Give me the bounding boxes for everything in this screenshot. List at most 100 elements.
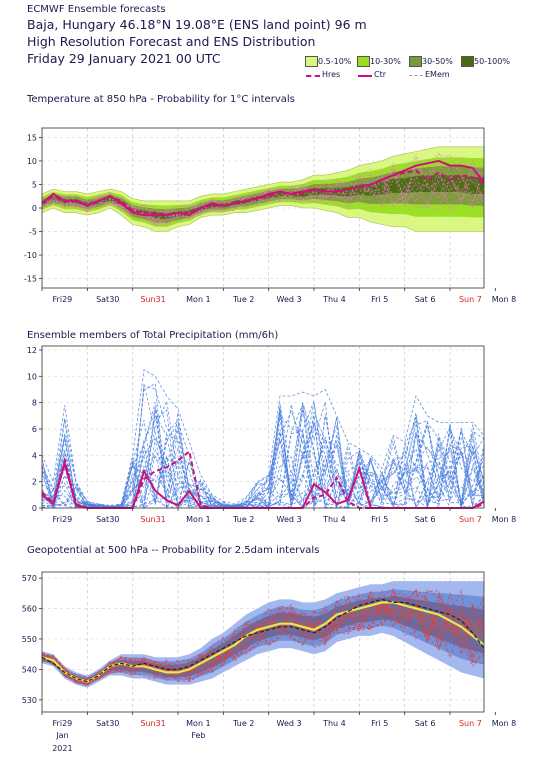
geo-hres-line xyxy=(41,598,485,683)
legend-ctr-label: Ctr xyxy=(374,70,387,79)
x-day-label: Fri29 xyxy=(53,295,73,304)
y-tick-label: 8 xyxy=(32,399,37,408)
y-tick-label: 0 xyxy=(32,204,37,213)
precip-ens-member-line xyxy=(41,408,485,509)
geo-ens-member-line xyxy=(41,599,485,686)
legend-swatch-0 xyxy=(305,56,318,67)
y-tick-label: 2 xyxy=(32,478,37,487)
x-day-label: Wed 3 xyxy=(277,515,302,524)
y-tick-label: 15 xyxy=(27,133,37,142)
x-day-label: Mon 8 xyxy=(492,719,517,728)
y-tick-label: 4 xyxy=(32,451,37,460)
precip-ens-member-line xyxy=(41,409,485,510)
precip-ens-member-line xyxy=(41,408,485,510)
x-day-label: Thu 4 xyxy=(322,719,346,728)
legend-label-3: 50-100% xyxy=(474,57,510,66)
x-month-label-feb: Feb xyxy=(191,731,205,740)
geo-ens-member-line xyxy=(41,603,485,681)
temp-ens-member-line xyxy=(41,162,485,214)
temp-ens-member-line xyxy=(41,165,485,223)
legend-label-2: 30-50% xyxy=(422,57,453,66)
precip-ens-member-line xyxy=(41,407,485,509)
y-tick-label: 550 xyxy=(22,635,37,644)
temp-ens-member-line xyxy=(41,162,485,227)
x-day-label: Sun31 xyxy=(140,515,165,524)
product-title: ECMWF Ensemble forecasts xyxy=(27,4,166,15)
x-day-label: Sat30 xyxy=(96,515,119,524)
precip-ens-member-line xyxy=(41,408,485,509)
x-day-label: Tue 2 xyxy=(232,515,254,524)
temperature-panel-title: Temperature at 850 hPa - Probability for… xyxy=(27,94,295,105)
y-tick-label: 540 xyxy=(22,665,37,674)
x-day-label: Fri 5 xyxy=(371,719,388,728)
x-day-label: Mon 1 xyxy=(186,515,211,524)
plot-frame xyxy=(41,345,485,509)
x-day-label: Sat 6 xyxy=(415,719,436,728)
y-tick-label: -5 xyxy=(29,228,37,237)
x-day-label: Mon 8 xyxy=(492,515,517,524)
legend-hres-label: Hres xyxy=(322,70,341,79)
x-day-label: Thu 4 xyxy=(322,295,346,304)
legend-label-0: 0.5-10% xyxy=(318,57,352,66)
legend-label-1: 10-30% xyxy=(370,57,401,66)
x-day-label: Sun 7 xyxy=(459,295,482,304)
x-day-label: Fri29 xyxy=(53,719,73,728)
x-day-label: Fri 5 xyxy=(371,515,388,524)
temp-hres-line xyxy=(41,169,485,217)
temp-ens-member-line xyxy=(41,171,485,222)
location-title: Baja, Hungary 46.18°N 19.08°E (ENS land … xyxy=(27,17,367,32)
forecast-type-title: High Resolution Forecast and ENS Distrib… xyxy=(27,34,316,49)
precip-ens-member-line xyxy=(41,369,485,506)
legend-swatch-1 xyxy=(357,56,370,67)
x-day-label: Sat30 xyxy=(96,295,119,304)
legend-emem-label: EMem xyxy=(425,70,450,79)
legend-swatch-3 xyxy=(461,56,474,67)
y-tick-label: 10 xyxy=(27,372,37,381)
forecast-date-title: Friday 29 January 2021 00 UTC xyxy=(27,51,221,66)
geopotential-panel-title: Geopotential at 500 hPa -- Probability f… xyxy=(27,545,320,556)
x-month-label-jan: Jan xyxy=(55,731,68,740)
temp-ens-member-line xyxy=(41,154,485,222)
y-tick-label: 0 xyxy=(32,504,37,513)
y-tick-label: -15 xyxy=(24,275,37,284)
x-day-label: Sat30 xyxy=(96,719,119,728)
x-day-label: Fri29 xyxy=(53,515,73,524)
temp-ctr-line xyxy=(41,159,485,217)
precip-ens-member-line xyxy=(41,384,485,509)
legend-hres-line xyxy=(306,75,320,77)
y-tick-label: 570 xyxy=(22,574,37,583)
x-day-label: Sun 7 xyxy=(459,719,482,728)
precip-ens-member-line xyxy=(41,422,485,509)
x-day-label: Wed 3 xyxy=(277,295,302,304)
y-tick-label: 560 xyxy=(22,605,37,614)
y-tick-label: 5 xyxy=(32,180,37,189)
x-day-label: Wed 3 xyxy=(277,719,302,728)
precip-ens-member-line xyxy=(41,399,485,509)
x-day-label: Sun31 xyxy=(140,719,165,728)
x-day-label: Tue 2 xyxy=(232,719,254,728)
precip-ens-member-line xyxy=(41,400,485,509)
x-day-label: Sat 6 xyxy=(415,295,436,304)
x-day-label: Mon 8 xyxy=(492,295,517,304)
x-day-label: Sun 7 xyxy=(459,515,482,524)
precip-ens-member-line xyxy=(41,385,485,509)
geo-ens-member-line xyxy=(41,591,485,681)
y-tick-label: 6 xyxy=(32,425,37,434)
y-tick-label: -10 xyxy=(24,251,37,260)
y-tick-label: 530 xyxy=(22,696,37,705)
x-day-label: Sun31 xyxy=(140,295,165,304)
y-tick-label: 12 xyxy=(27,346,37,355)
temp-probability-band-2 xyxy=(42,166,484,223)
y-tick-label: 10 xyxy=(27,157,37,166)
geo-ens-member-line xyxy=(41,588,485,687)
precipitation-panel-title: Ensemble members of Total Precipitation … xyxy=(27,330,279,341)
geo-ens-member-line xyxy=(41,587,485,683)
geo-ens-member-line xyxy=(41,591,485,686)
plot-frame xyxy=(41,127,485,289)
precip-ens-member-line xyxy=(41,419,485,509)
x-day-label: Tue 2 xyxy=(232,295,254,304)
legend-emem-line xyxy=(409,75,423,76)
x-day-label: Mon 1 xyxy=(186,719,211,728)
legend-swatch-2 xyxy=(409,56,422,67)
